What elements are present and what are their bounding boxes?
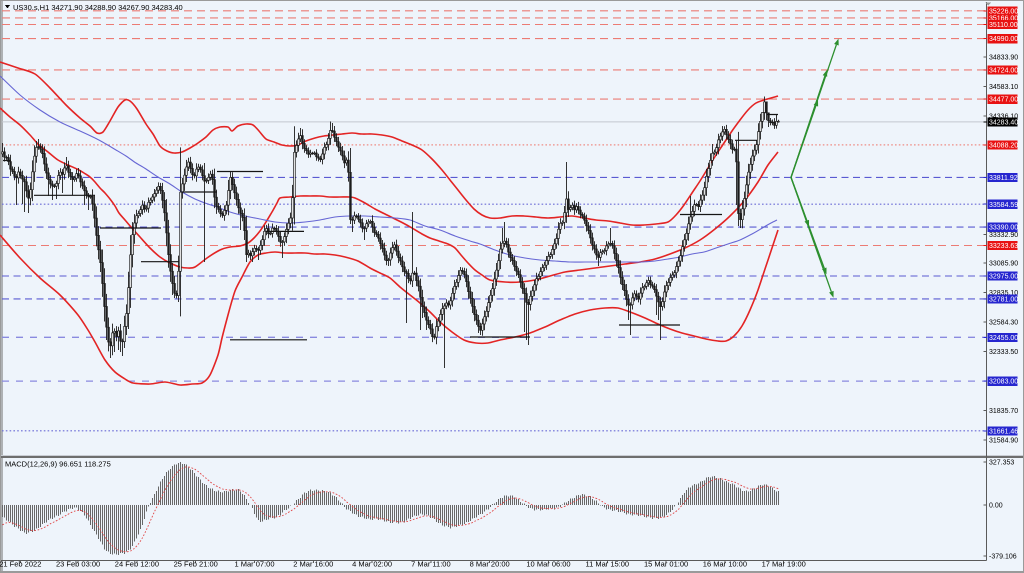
svg-text:33332.90: 33332.90	[989, 232, 1018, 239]
svg-text:34283.40: 34283.40	[989, 120, 1018, 127]
svg-text:34833.90: 34833.90	[989, 55, 1018, 62]
svg-text:34477.00: 34477.00	[989, 97, 1018, 104]
svg-text:35226.00: 35226.00	[989, 8, 1018, 15]
svg-text:25 Feb 21:00: 25 Feb 21:00	[174, 560, 218, 569]
svg-text:11 Mar 15:00: 11 Mar 15:00	[585, 560, 629, 569]
svg-text:32333.50: 32333.50	[989, 349, 1018, 356]
svg-text:32975.00: 32975.00	[989, 274, 1018, 281]
svg-text:34724.00: 34724.00	[989, 68, 1018, 75]
svg-text:34088.20: 34088.20	[989, 143, 1018, 150]
svg-text:8 Mar 20:00: 8 Mar 20:00	[470, 560, 510, 569]
svg-text:31584.90: 31584.90	[989, 437, 1018, 444]
svg-text:0.00: 0.00	[989, 503, 1003, 510]
svg-text:31661.46: 31661.46	[989, 428, 1018, 435]
svg-text:32584.30: 32584.30	[989, 320, 1018, 327]
svg-text:32835.10: 32835.10	[989, 290, 1018, 297]
svg-text:34990.00: 34990.00	[989, 36, 1018, 43]
svg-text:21 Feb 2022: 21 Feb 2022	[0, 560, 41, 569]
svg-text:32083.00: 32083.00	[989, 379, 1018, 386]
svg-text:33233.63: 33233.63	[989, 243, 1018, 250]
svg-text:31835.70: 31835.70	[989, 408, 1018, 415]
svg-text:2 Mar 16:00: 2 Mar 16:00	[293, 560, 333, 569]
svg-text:17 Mar 19:00: 17 Mar 19:00	[762, 560, 806, 569]
svg-text:10 Mar 06:00: 10 Mar 06:00	[526, 560, 570, 569]
svg-text:7 Mar 11:00: 7 Mar 11:00	[411, 560, 450, 569]
svg-text:15 Mar 01:00: 15 Mar 01:00	[644, 560, 688, 569]
svg-text:24 Feb 12:00: 24 Feb 12:00	[115, 560, 159, 569]
svg-text:35110.00: 35110.00	[989, 22, 1018, 29]
svg-text:33584.59: 33584.59	[989, 202, 1018, 209]
svg-text:34336.10: 34336.10	[989, 114, 1018, 121]
svg-text:4 Mar 02:00: 4 Mar 02:00	[352, 560, 392, 569]
svg-text:34583.10: 34583.10	[989, 84, 1018, 91]
svg-text:-379.106: -379.106	[989, 554, 1017, 561]
svg-text:33390.00: 33390.00	[989, 225, 1018, 232]
svg-text:16 Mar 10:00: 16 Mar 10:00	[703, 560, 747, 569]
svg-text:US30.s,H1 34271.90 34288.90 34: US30.s,H1 34271.90 34288.90 34267.90 342…	[13, 3, 183, 12]
svg-text:23 Feb 03:00: 23 Feb 03:00	[56, 560, 100, 569]
svg-text:33811.92: 33811.92	[989, 175, 1018, 182]
svg-text:MACD(12,26,9) 96.651 118.275: MACD(12,26,9) 96.651 118.275	[5, 460, 111, 469]
svg-text:32455.00: 32455.00	[989, 335, 1018, 342]
svg-text:327.353: 327.353	[989, 460, 1014, 467]
svg-text:32781.00: 32781.00	[989, 297, 1018, 304]
svg-text:35166.00: 35166.00	[989, 16, 1018, 23]
svg-text:1 Mar 07:00: 1 Mar 07:00	[234, 560, 274, 569]
svg-text:33085.90: 33085.90	[989, 261, 1018, 268]
